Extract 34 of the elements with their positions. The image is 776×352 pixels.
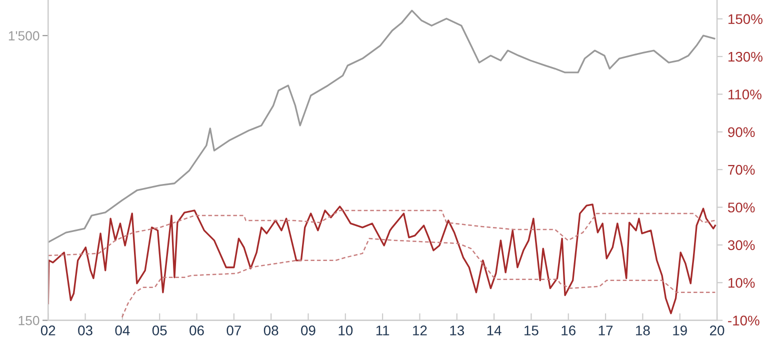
y2-tick-label: 10% (728, 278, 755, 288)
x-tick-label: 06 (190, 326, 204, 336)
x-tick-label: 03 (78, 326, 92, 336)
y2-tick-label: -10% (728, 316, 760, 326)
x-tick-label: 02 (40, 326, 56, 336)
line-series (48, 210, 716, 256)
x-tick-label: 13 (450, 326, 464, 336)
x-tick-label: 10 (338, 326, 353, 336)
x-tick-label: 14 (487, 326, 502, 336)
x-tick-label: 07 (226, 326, 241, 336)
x-tick-label: 09 (301, 326, 316, 336)
x-tick-label: 15 (524, 326, 538, 336)
x-tick-label: 20 (710, 326, 724, 336)
x-tick-label: 11 (376, 326, 390, 336)
y2-tick-label: 50% (728, 202, 755, 212)
x-tick-label: 18 (636, 326, 650, 336)
x-tick-label: 12 (413, 326, 427, 336)
x-tick-label: 19 (673, 326, 687, 336)
line-series (121, 238, 716, 318)
x-tick-label: 05 (152, 326, 167, 336)
y2-tick-label: 90% (728, 127, 755, 138)
y2-tick-label: 150% (728, 14, 762, 24)
y2-tick-label: 70% (728, 164, 755, 175)
line-series (48, 10, 716, 244)
y2-tick-label: 30% (728, 240, 755, 250)
y-tick-label: 1'500 (8, 31, 40, 40)
x-tick-label: 16 (562, 326, 576, 336)
x-tick-label: 04 (115, 326, 130, 336)
y2-tick-label: 110% (728, 90, 762, 100)
y2-tick-label: 130% (728, 52, 762, 62)
x-tick-label: 08 (264, 326, 278, 336)
y-tick-label: 150 (18, 316, 40, 326)
line-series (48, 204, 716, 314)
x-tick-label: 17 (598, 326, 613, 336)
